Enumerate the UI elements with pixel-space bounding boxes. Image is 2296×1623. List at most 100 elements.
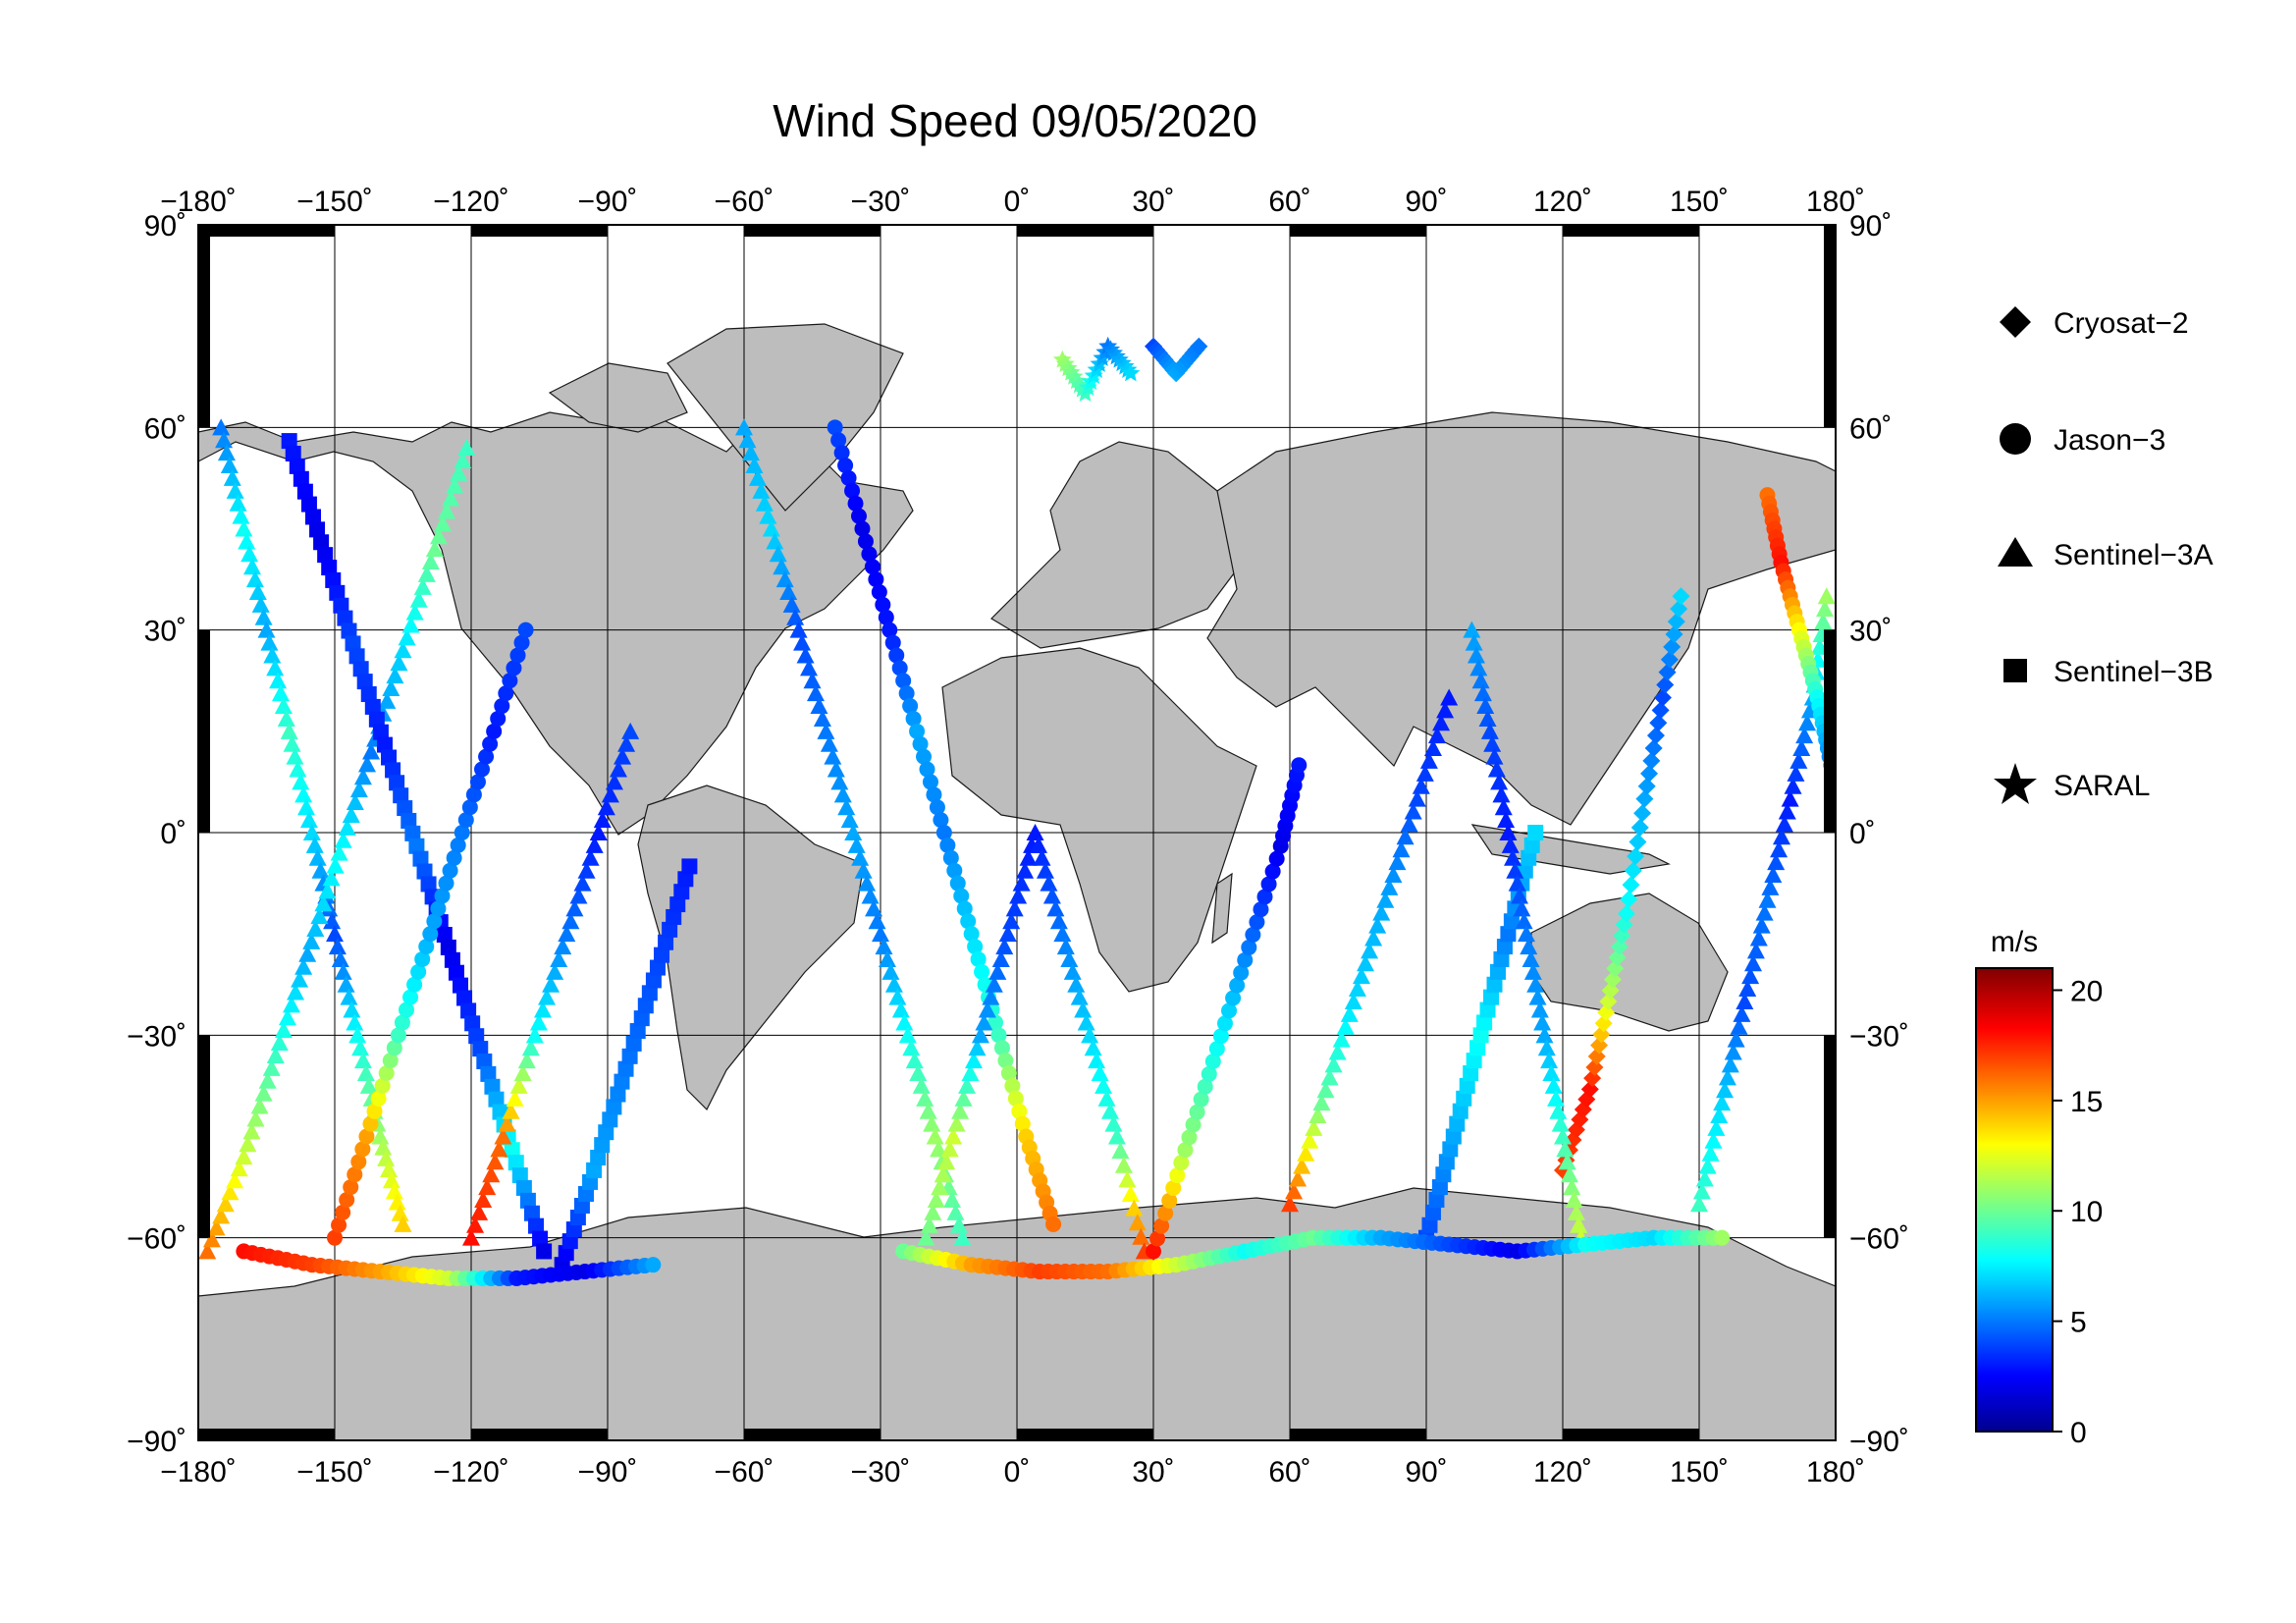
sentinel-3a-data-point: [349, 781, 368, 798]
legend-label-sentinel-3a: Sentinel−3A: [2054, 539, 2214, 571]
sentinel-3a-data-point: [454, 451, 472, 468]
sentinel-3a-data-point: [919, 1102, 937, 1119]
satellite-track: [554, 858, 698, 1273]
cryosat-2-data-point: [1637, 777, 1656, 795]
sentinel-3b-data-point: [577, 1185, 594, 1202]
sentinel-3a-data-point: [1408, 789, 1426, 807]
jason-3-data-point: [378, 1065, 395, 1082]
sentinel-3a-data-point: [299, 811, 318, 829]
sentinel-3a-data-point: [1544, 1076, 1563, 1094]
sentinel-3a-data-point: [909, 1064, 928, 1082]
sentinel-3a-data-point: [380, 1161, 399, 1178]
jason-3-data-point: [406, 976, 423, 993]
satellite-track: [462, 722, 640, 1246]
jason-3-data-point: [827, 419, 843, 436]
sentinel-3a-data-point: [868, 912, 886, 930]
jason-3-data-point: [974, 963, 990, 980]
colorbar-tick-label: 20: [2070, 975, 2103, 1007]
cryosat-2-data-point: [1667, 613, 1685, 631]
satellite-track: [1463, 621, 1590, 1246]
saral-data-point: [1098, 336, 1118, 354]
sentinel-3a-data-point: [413, 577, 432, 595]
jason-3-data-point: [331, 1217, 347, 1233]
sentinel-3a-data-point: [1100, 1102, 1119, 1119]
sentinel-3a-data-point: [328, 938, 347, 955]
sentinel-3a-data-point: [1042, 887, 1061, 904]
sentinel-3a-data-point: [926, 1127, 944, 1145]
sentinel-3a-data-point: [1792, 739, 1811, 757]
jason-3-data-point: [1149, 1230, 1166, 1247]
satellite-track: [327, 622, 534, 1246]
sentinel-3a-data-point: [226, 1171, 244, 1189]
sentinel-3a-data-point: [1741, 967, 1760, 985]
sentinel-3a-data-point: [789, 621, 808, 638]
sentinel-3a-data-point: [1012, 874, 1031, 892]
sentinel-3b-data-point: [654, 947, 670, 963]
sentinel-3a-data-point: [1487, 760, 1506, 778]
sentinel-3b-data-point: [416, 863, 433, 880]
sentinel-3a-data-point: [985, 975, 1003, 993]
sentinel-3b-data-point: [281, 433, 297, 450]
sentinel-3a-data-point: [1372, 903, 1391, 921]
sentinel-3a-data-point: [202, 1230, 221, 1248]
longitude-tick-label: 30˚: [1132, 1456, 1174, 1488]
jason-3-data-point: [942, 849, 959, 866]
sentinel-3b-data-point: [404, 825, 421, 841]
legend-label-jason: Jason−3: [2054, 424, 2165, 457]
jason-3-data-point: [358, 1128, 375, 1145]
sentinel-3a-data-point: [1746, 942, 1765, 959]
sentinel-3a-data-point: [916, 1089, 934, 1107]
sentinel-3a-data-point: [271, 684, 290, 702]
jason-3-data-point: [847, 495, 864, 512]
sentinel-3a-data-point: [212, 418, 231, 436]
jason-3-data-point: [442, 862, 458, 879]
sentinel-3a-data-point: [1775, 815, 1793, 833]
sentinel-3b-data-point: [617, 1060, 634, 1077]
sentinel-3a-data-point: [1305, 1118, 1323, 1136]
sentinel-3a-data-point: [1752, 916, 1771, 934]
sentinel-3a-data-point: [353, 768, 372, 785]
sentinel-3a-data-point: [1549, 1102, 1568, 1119]
sentinel-3a-data-point: [394, 1215, 412, 1232]
jason-3-data-point: [1249, 914, 1265, 931]
sentinel-3a-data-point: [796, 646, 815, 664]
sentinel-3a-data-point: [258, 1071, 277, 1089]
satellite-track: [1554, 587, 1690, 1179]
sentinel-3b-data-point: [569, 1210, 586, 1226]
sentinel-3b-data-point: [464, 1015, 481, 1032]
sentinel-3a-data-point: [1749, 929, 1768, 947]
sentinel-3a-data-point: [1718, 1068, 1736, 1086]
cryosat-2-data-point: [1663, 637, 1682, 656]
sentinel-3b-data-point: [1493, 950, 1510, 967]
sentinel-3a-data-point: [1497, 811, 1516, 829]
sentinel-3a-data-point: [951, 1102, 970, 1119]
jason-3-data-point: [895, 673, 912, 689]
sentinel-3a-data-point: [1128, 1214, 1147, 1231]
border-bar-left: [198, 629, 210, 833]
jason-3-data-point: [1045, 1216, 1062, 1232]
sentinel-3a-data-point: [1542, 1064, 1561, 1082]
jason-3-data-point: [830, 432, 847, 449]
sentinel-3a-data-point: [298, 945, 317, 962]
jason-3-data-point: [953, 888, 970, 904]
sentinel-3a-data-point: [318, 882, 337, 899]
sentinel-3a-data-point: [1755, 903, 1774, 921]
jason-3-data-point: [509, 647, 526, 664]
jason-3-data-point: [1237, 951, 1254, 968]
sentinel-3a-data-point: [978, 1001, 996, 1018]
sentinel-3a-data-point: [605, 773, 623, 790]
sentinel-3a-data-point: [1392, 840, 1411, 858]
sentinel-3a-data-point: [391, 1204, 409, 1221]
sentinel-3a-data-point: [274, 697, 293, 715]
longitude-tick-label: −120˚: [433, 1456, 509, 1488]
sentinel-3a-data-point: [457, 438, 476, 456]
sentinel-3a-data-point: [232, 507, 250, 524]
sentinel-3a-data-point: [1563, 1178, 1581, 1196]
cryosat-2-data-point: [1627, 847, 1645, 866]
sentinel-3a-data-point: [377, 1149, 396, 1166]
sentinel-3a-data-point: [509, 1076, 528, 1094]
longitude-tick-label: 60˚: [1268, 186, 1310, 218]
sentinel-3b-data-point: [1456, 1090, 1472, 1107]
jason-3-data-point: [506, 660, 522, 676]
sentinel-3b-data-point: [669, 896, 686, 913]
